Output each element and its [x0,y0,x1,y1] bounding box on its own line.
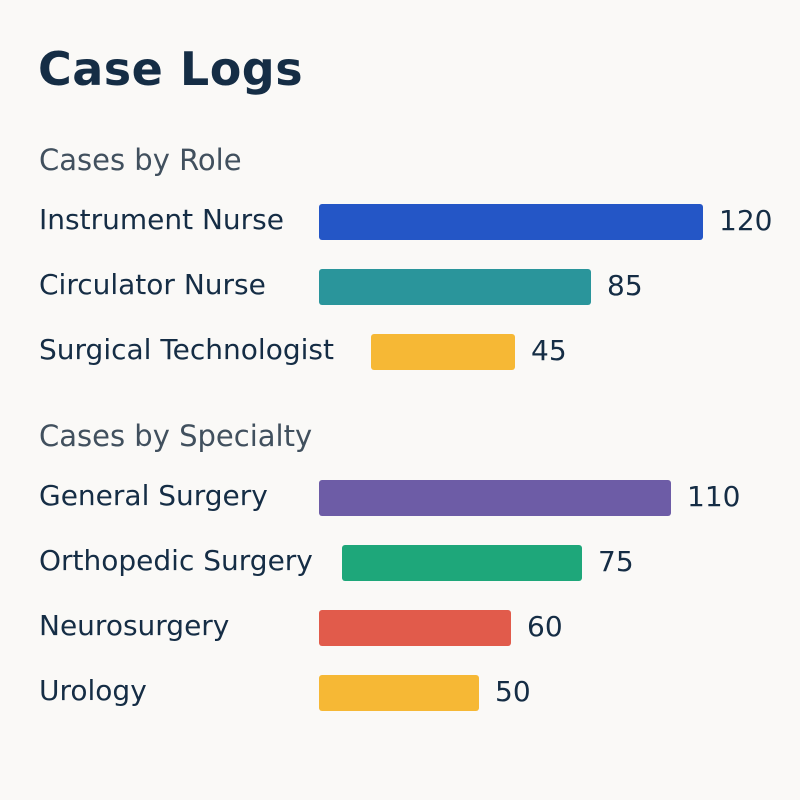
section-heading-cases-by-specialty: Cases by Specialty [39,419,313,453]
section-heading-cases-by-role: Cases by Role [39,143,242,177]
bar-value-neurosurgery: 60 [527,610,563,643]
bar-circulator-nurse [319,269,591,305]
bar-label-orthopedic-surgery: Orthopedic Surgery [39,544,313,577]
bar-value-urology: 50 [495,675,531,708]
bar-value-orthopedic-surgery: 75 [598,545,634,578]
bar-label-neurosurgery: Neurosurgery [39,609,230,642]
bar-value-surgical-technologist: 45 [531,334,567,367]
bar-urology [319,675,479,711]
bar-general-surgery [319,480,671,516]
bar-label-circulator-nurse: Circulator Nurse [39,268,266,301]
bar-value-instrument-nurse: 120 [719,204,773,237]
page-title: Case Logs [38,42,304,96]
bar-value-circulator-nurse: 85 [607,269,643,302]
bar-label-instrument-nurse: Instrument Nurse [39,203,284,236]
bar-label-general-surgery: General Surgery [39,479,268,512]
bar-instrument-nurse [319,204,703,240]
bar-surgical-technologist [371,334,515,370]
bar-value-general-surgery: 110 [687,480,741,513]
bar-neurosurgery [319,610,511,646]
bar-orthopedic-surgery [342,545,582,581]
bar-label-urology: Urology [39,674,147,707]
bar-label-surgical-technologist: Surgical Technologist [39,333,334,366]
